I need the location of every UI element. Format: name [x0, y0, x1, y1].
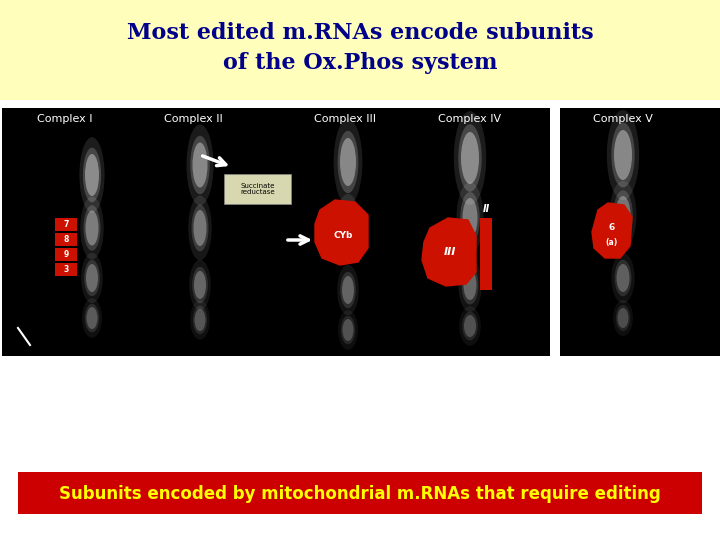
Ellipse shape	[333, 119, 362, 205]
Ellipse shape	[615, 260, 631, 296]
FancyBboxPatch shape	[560, 108, 718, 356]
Polygon shape	[315, 200, 368, 265]
Text: Succinate
reductase: Succinate reductase	[240, 183, 275, 195]
Ellipse shape	[459, 306, 481, 346]
Ellipse shape	[464, 315, 476, 337]
FancyBboxPatch shape	[560, 108, 720, 356]
FancyBboxPatch shape	[224, 174, 291, 204]
Ellipse shape	[79, 137, 104, 213]
Ellipse shape	[461, 132, 479, 184]
Ellipse shape	[192, 267, 208, 303]
Ellipse shape	[337, 265, 359, 315]
Text: 9: 9	[63, 250, 68, 259]
Text: 8: 8	[63, 235, 68, 244]
Ellipse shape	[616, 264, 629, 292]
Ellipse shape	[193, 306, 207, 334]
Ellipse shape	[85, 303, 99, 332]
Ellipse shape	[610, 181, 636, 249]
Ellipse shape	[86, 307, 97, 329]
Polygon shape	[592, 203, 632, 258]
FancyBboxPatch shape	[0, 100, 720, 540]
Ellipse shape	[339, 203, 357, 253]
Ellipse shape	[340, 138, 356, 186]
Ellipse shape	[192, 143, 207, 187]
Ellipse shape	[459, 258, 482, 312]
Ellipse shape	[82, 298, 102, 338]
Ellipse shape	[81, 197, 104, 260]
Ellipse shape	[614, 130, 632, 180]
Text: Subunits encoded by mitochondrial m.RNAs that require editing: Subunits encoded by mitochondrial m.RNAs…	[59, 485, 661, 503]
Ellipse shape	[189, 260, 211, 310]
Text: CYb: CYb	[333, 231, 353, 240]
Ellipse shape	[611, 253, 635, 303]
Text: II: II	[482, 204, 490, 214]
Ellipse shape	[84, 205, 101, 251]
Text: Complex II: Complex II	[163, 114, 222, 124]
Ellipse shape	[340, 272, 356, 308]
FancyBboxPatch shape	[480, 218, 492, 290]
Ellipse shape	[456, 182, 484, 254]
FancyBboxPatch shape	[55, 218, 77, 231]
Text: 3: 3	[63, 265, 68, 274]
Ellipse shape	[616, 196, 631, 234]
FancyBboxPatch shape	[18, 472, 702, 514]
Ellipse shape	[616, 305, 630, 331]
Ellipse shape	[462, 312, 478, 340]
Ellipse shape	[194, 309, 205, 331]
Ellipse shape	[618, 308, 629, 328]
Ellipse shape	[338, 131, 359, 193]
Ellipse shape	[86, 264, 98, 292]
Ellipse shape	[85, 154, 99, 196]
Text: Complex I: Complex I	[37, 114, 93, 124]
Ellipse shape	[341, 209, 355, 247]
FancyBboxPatch shape	[0, 0, 720, 100]
Text: Complex III: Complex III	[314, 114, 376, 124]
Ellipse shape	[190, 300, 210, 340]
Ellipse shape	[462, 266, 479, 305]
Ellipse shape	[613, 300, 633, 336]
Ellipse shape	[86, 211, 99, 246]
Ellipse shape	[611, 123, 635, 187]
Ellipse shape	[81, 253, 103, 303]
Ellipse shape	[84, 260, 100, 296]
Ellipse shape	[459, 124, 482, 192]
Polygon shape	[422, 218, 476, 286]
Ellipse shape	[186, 125, 214, 206]
FancyBboxPatch shape	[55, 248, 77, 261]
Ellipse shape	[190, 136, 210, 194]
Ellipse shape	[336, 194, 361, 262]
Ellipse shape	[454, 111, 486, 205]
Text: 7: 7	[63, 220, 68, 229]
Text: of the Ox.Phos system: of the Ox.Phos system	[222, 52, 498, 74]
Text: 6: 6	[609, 224, 615, 233]
Ellipse shape	[342, 276, 354, 304]
Ellipse shape	[194, 271, 206, 299]
Text: Complex V: Complex V	[593, 114, 653, 124]
Ellipse shape	[83, 148, 101, 202]
Text: (a): (a)	[606, 238, 618, 246]
Ellipse shape	[189, 195, 212, 260]
Ellipse shape	[192, 205, 209, 252]
FancyBboxPatch shape	[55, 233, 77, 246]
FancyBboxPatch shape	[2, 108, 550, 356]
Text: III: III	[444, 247, 456, 257]
Ellipse shape	[460, 192, 480, 244]
Ellipse shape	[607, 110, 639, 200]
Ellipse shape	[464, 270, 477, 300]
Ellipse shape	[341, 316, 355, 345]
Ellipse shape	[462, 198, 477, 238]
Ellipse shape	[343, 319, 354, 341]
Ellipse shape	[194, 210, 207, 246]
Ellipse shape	[338, 310, 358, 350]
FancyBboxPatch shape	[55, 263, 77, 276]
Text: Complex IV: Complex IV	[438, 114, 502, 124]
Text: Most edited m.RNAs encode subunits: Most edited m.RNAs encode subunits	[127, 22, 593, 44]
Ellipse shape	[613, 190, 633, 240]
